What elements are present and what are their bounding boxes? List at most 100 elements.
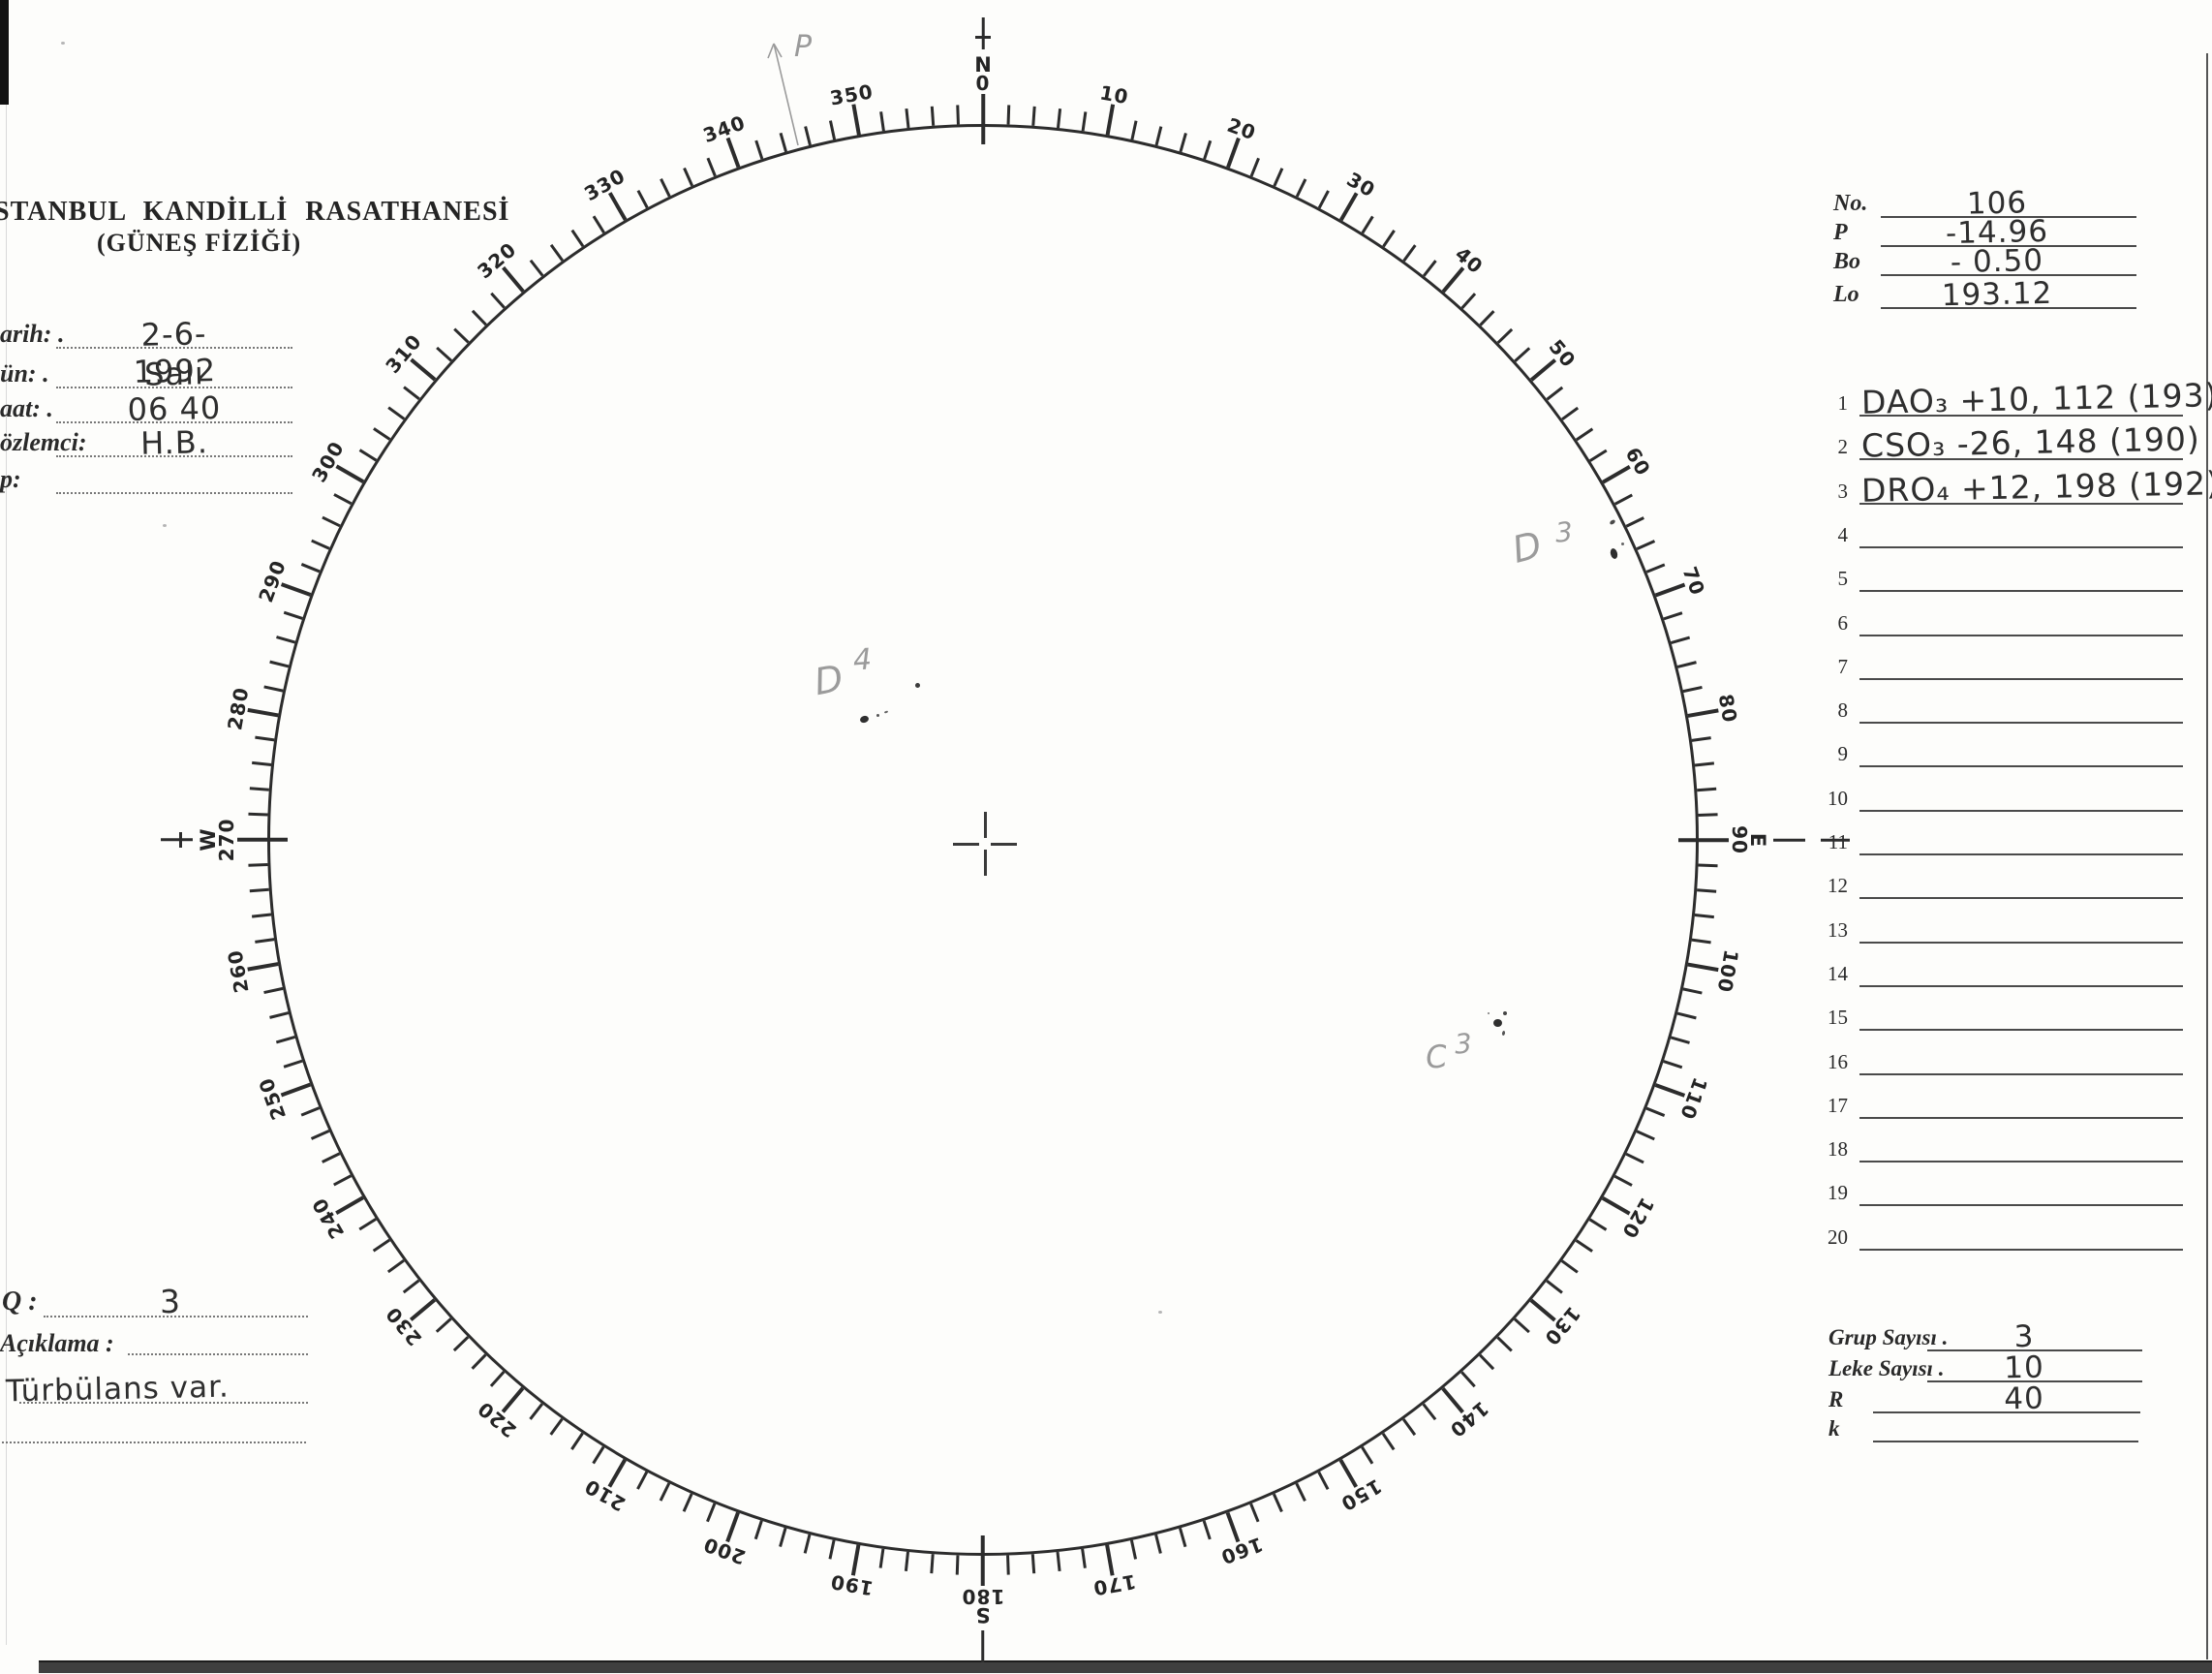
degree-label: 120 [1616,1194,1659,1243]
degree-minor-tick [471,1353,487,1370]
axis-tick [237,838,288,842]
region-label: 3 [1553,515,1574,549]
group-row-number: 4 [1837,522,1849,546]
degree-minor-tick [263,685,284,693]
degree-minor-tick [1698,863,1718,867]
degree-minor-tick [387,1259,405,1274]
compass-axis-line [981,17,985,49]
form-field-label: p: [0,465,21,493]
degree-major-tick [502,266,525,294]
degree-minor-tick [879,111,885,132]
degree-major-tick [1226,1511,1241,1543]
degree-label: 250 [254,1073,292,1124]
degree-minor-tick [1625,1152,1644,1163]
degree-minor-tick [276,636,295,644]
degree-minor-tick [249,787,269,791]
degree-minor-tick [1382,1432,1396,1450]
form-field-label: arih: . [0,320,65,348]
degree-label: 220 [473,1396,521,1442]
region-label: C [1424,1037,1450,1077]
form-field-line [56,421,292,423]
degree-minor-tick [1514,347,1530,362]
form-field-line [56,455,292,457]
group-row-line [1859,590,2183,593]
form-field-label: özlemci: [0,428,87,456]
group-row-line [1859,415,2183,417]
disk-circle [267,124,1699,1556]
degree-label: 10 [1097,80,1131,109]
group-row-line [1859,458,2183,461]
degree-label: 170 [1091,1569,1138,1600]
degree-label: 340 [699,110,750,148]
degree-minor-tick [956,1555,960,1575]
degree-minor-tick [1081,1548,1087,1568]
scan-speck [1158,1311,1162,1314]
degree-minor-tick [706,1503,717,1523]
degree-minor-tick [403,386,420,401]
degree-minor-tick [1479,310,1495,326]
remarks-label: Açıklama : [0,1329,114,1357]
degree-minor-tick [636,1471,649,1490]
summary-label: k [1828,1416,1840,1441]
degree-minor-tick [1691,938,1711,944]
degree-minor-tick [1645,1106,1666,1117]
degree-minor-tick [1130,1539,1138,1560]
degree-minor-tick [905,1551,909,1571]
degree-minor-tick [1273,1493,1283,1512]
ephemeris-line [1881,307,2136,309]
group-row-number: 14 [1828,961,1848,985]
group-row-number: 15 [1828,1006,1848,1030]
group-row-line [1859,502,2183,505]
form-field-label: ün: . [0,359,49,388]
degree-minor-tick [1496,327,1513,344]
degree-major-tick [607,192,628,221]
degree-minor-tick [683,168,693,187]
center-crosshair [953,842,979,846]
degree-major-tick [1602,1195,1631,1216]
degree-major-tick [725,137,740,169]
degree-label: 70 [1677,563,1710,600]
summary-label: Leke Sayısı . [1828,1356,1945,1380]
degree-minor-tick [358,1218,377,1231]
degree-major-tick [502,1386,525,1413]
degree-major-tick [247,708,279,718]
degree-minor-tick [1663,611,1683,620]
degree-minor-tick [1203,140,1212,160]
degree-minor-tick [1382,230,1396,248]
quality-label: Q : [2,1286,38,1317]
form-field-line [56,347,292,349]
degree-label: 190 [828,1569,876,1600]
degree-minor-tick [373,1239,391,1253]
degree-major-tick [1338,192,1359,221]
degree-minor-tick [1663,1060,1683,1069]
degree-minor-tick [249,888,269,893]
scan-edge-right [2206,53,2208,1659]
degree-minor-tick [1671,1036,1690,1044]
degree-minor-tick [1575,1239,1593,1253]
summary-line [1873,1441,2138,1442]
degree-minor-tick [283,1060,303,1069]
degree-minor-tick [1546,1279,1563,1294]
degree-label: 30 [1342,167,1380,202]
degree-minor-tick [1694,761,1714,766]
degree-minor-tick [804,1534,812,1554]
degree-minor-tick [930,1554,935,1574]
degree-minor-tick [1422,260,1437,277]
group-row-number: 8 [1837,698,1849,723]
degree-major-tick [1441,1386,1464,1413]
degree-minor-tick [1249,1503,1260,1523]
degree-minor-tick [592,1446,605,1465]
degree-minor-tick [1589,1218,1608,1231]
group-row-line [1859,941,2183,944]
summary-line [1927,1349,2142,1351]
degree-major-tick [1602,464,1631,484]
degree-minor-tick [1179,1528,1187,1547]
degree-minor-tick [1589,449,1608,462]
axis-tick [981,94,985,144]
ephemeris-label: Lo [1833,282,1859,307]
scan-speck [61,42,65,45]
degree-minor-tick [453,1336,470,1352]
observatory-title: STANBUL KANDİLLİ RASATHANESİ [0,197,510,227]
degree-minor-tick [471,310,487,326]
degree-minor-tick [248,863,268,867]
